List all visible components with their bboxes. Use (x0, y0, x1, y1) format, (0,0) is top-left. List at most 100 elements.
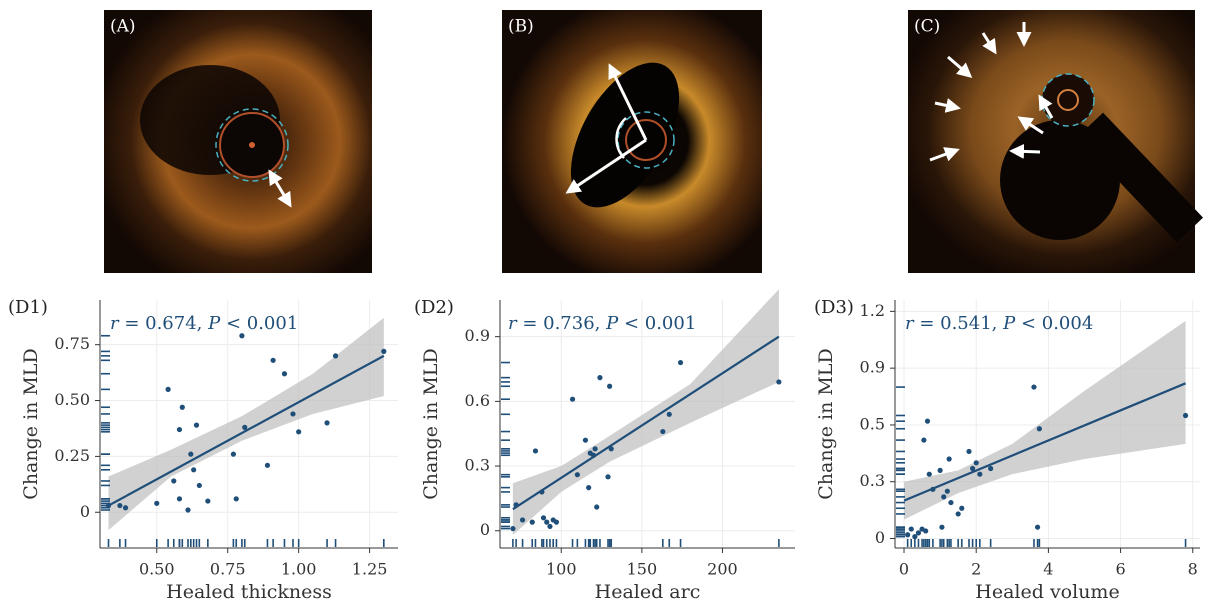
oct-image-c: (C) (908, 10, 1195, 273)
point (533, 448, 538, 453)
point (324, 420, 329, 425)
point (970, 466, 975, 471)
oct-image-a: (A) (104, 10, 372, 273)
point (296, 429, 301, 434)
point (586, 485, 591, 490)
point (188, 452, 193, 457)
annotation-part: = 0.541, (914, 313, 1004, 334)
panel-label: (D3) (814, 297, 854, 318)
x-tick-label: 2 (971, 560, 981, 579)
point (948, 500, 953, 505)
point (605, 474, 610, 479)
point (945, 489, 950, 494)
x-tick-label: 6 (1115, 560, 1125, 579)
point (927, 472, 932, 477)
point (594, 504, 599, 509)
annotation-part: < 0.001 (220, 313, 298, 334)
x-tick-label: 4 (1043, 560, 1053, 579)
point (591, 453, 596, 458)
figure-canvas: (A) (B) (C) 0.500.751.001.2500.250.500.7… (0, 0, 1206, 604)
point (547, 524, 552, 529)
point (597, 375, 602, 380)
point (154, 501, 159, 506)
point (1035, 525, 1040, 530)
point (776, 379, 781, 384)
x-axis-title: Healed arc (595, 581, 701, 603)
y-axis-title: Change in MLD (815, 348, 837, 499)
annotation-part: < 0.001 (618, 313, 696, 334)
y-tick-label: 0.75 (54, 334, 90, 353)
point (514, 502, 519, 507)
image-label: (B) (508, 17, 534, 37)
annotation-part: < 0.004 (1015, 313, 1093, 334)
y-tick-label: 0.9 (465, 326, 490, 345)
annotation-part: = 0.736, (517, 313, 607, 334)
point (1037, 426, 1042, 431)
y-tick-label: 0.6 (465, 391, 490, 410)
y-tick-label: 0.3 (860, 471, 885, 490)
x-tick-label: 200 (707, 560, 738, 579)
point (520, 517, 525, 522)
point (510, 526, 515, 531)
point (171, 478, 176, 483)
y-axis-title: Change in MLD (420, 348, 442, 499)
point (607, 384, 612, 389)
x-tick-label: 1.00 (281, 560, 317, 579)
point (1183, 413, 1188, 418)
annotation: r = 0.541, P < 0.004 (905, 313, 1093, 334)
point (959, 506, 964, 511)
y-tick-label: 0.50 (54, 390, 90, 409)
point (925, 419, 930, 424)
point (282, 371, 287, 376)
point (530, 520, 535, 525)
point (947, 456, 952, 461)
point (678, 360, 683, 365)
point (912, 534, 917, 539)
point (956, 511, 961, 516)
oct-image-b: (B) (502, 10, 762, 273)
image-label: (C) (914, 17, 940, 37)
point (177, 496, 182, 501)
point (242, 425, 247, 430)
point (185, 507, 190, 512)
point (123, 505, 128, 510)
point (575, 472, 580, 477)
point (909, 526, 914, 531)
point (1031, 384, 1036, 389)
point (194, 423, 199, 428)
y-tick-label: 0 (480, 520, 490, 539)
point (333, 353, 338, 358)
point (166, 387, 171, 392)
point (667, 412, 672, 417)
annotation: r = 0.736, P < 0.001 (508, 313, 696, 334)
point (381, 349, 386, 354)
point (941, 494, 946, 499)
point (541, 515, 546, 520)
point (271, 358, 276, 363)
x-tick-label: 8 (1188, 560, 1198, 579)
point (609, 446, 614, 451)
point (177, 427, 182, 432)
point (921, 437, 926, 442)
y-tick-label: 0.25 (54, 446, 90, 465)
y-tick-label: 0 (80, 502, 90, 521)
point (923, 528, 928, 533)
y-tick-label: 0.3 (465, 456, 490, 475)
annotation-part: P (207, 313, 221, 334)
x-tick-label: 100 (546, 560, 577, 579)
image-label: (A) (110, 17, 136, 37)
point (117, 503, 122, 508)
y-tick-label: 0 (875, 528, 885, 547)
point (905, 532, 910, 537)
point (231, 452, 236, 457)
y-tick-label: 0.9 (860, 358, 885, 377)
point (191, 467, 196, 472)
panel-label: (D1) (8, 297, 48, 318)
figure: (A) (B) (C) 0.500.751.001.2500.250.500.7… (0, 0, 1206, 604)
point (265, 463, 270, 468)
point (660, 429, 665, 434)
x-tick-label: 0 (899, 560, 909, 579)
y-tick-label: 1.2 (860, 301, 885, 320)
point (977, 472, 982, 477)
